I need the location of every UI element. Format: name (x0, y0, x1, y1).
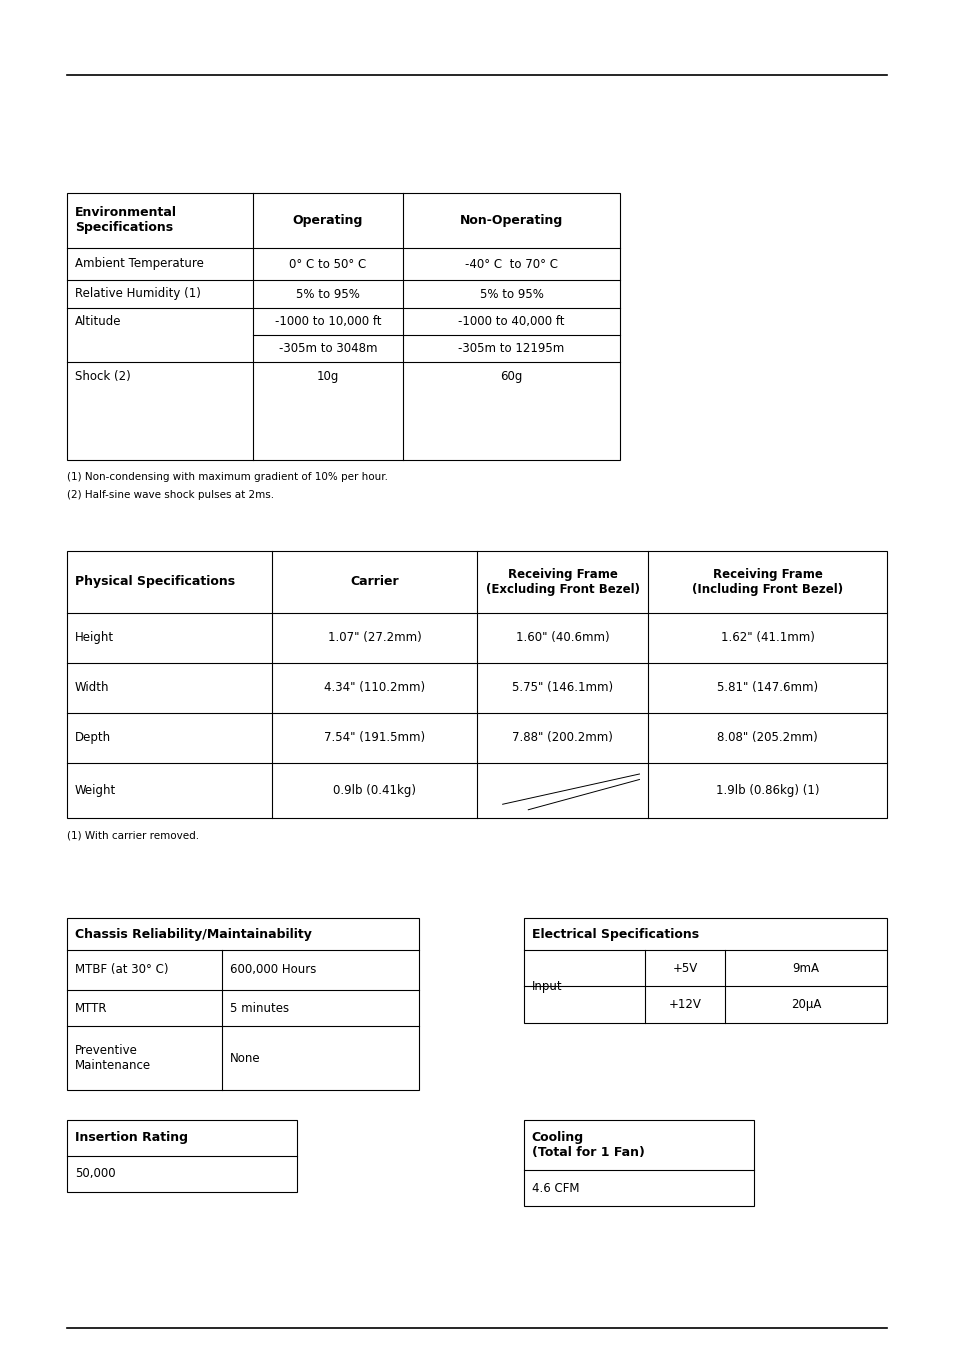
Text: Insertion Rating: Insertion Rating (74, 1132, 188, 1144)
Text: -1000 to 10,000 ft: -1000 to 10,000 ft (274, 315, 381, 329)
Text: 10g: 10g (316, 371, 339, 383)
Text: Environmental
Specifications: Environmental Specifications (74, 207, 176, 234)
Text: MTTR: MTTR (74, 1002, 107, 1014)
Text: 9mA: 9mA (792, 961, 819, 975)
Text: 600,000 Hours: 600,000 Hours (230, 964, 315, 976)
Text: Receiving Frame
(Including Front Bezel): Receiving Frame (Including Front Bezel) (691, 568, 842, 596)
Text: Cooling
(Total for 1 Fan): Cooling (Total for 1 Fan) (531, 1131, 644, 1160)
Text: 7.54" (191.5mm): 7.54" (191.5mm) (324, 731, 425, 745)
Text: 5.75" (146.1mm): 5.75" (146.1mm) (512, 682, 613, 694)
Text: Electrical Specifications: Electrical Specifications (531, 928, 698, 941)
Bar (67, 919, 418, 1090)
Text: Height: Height (74, 631, 113, 645)
Text: MTBF (at 30° C): MTBF (at 30° C) (74, 964, 168, 976)
Text: 5% to 95%: 5% to 95% (479, 287, 543, 301)
Text: 1.07" (27.2mm): 1.07" (27.2mm) (327, 631, 421, 645)
Text: Physical Specifications: Physical Specifications (74, 575, 234, 589)
Text: -305m to 12195m: -305m to 12195m (457, 342, 564, 355)
Text: Width: Width (74, 682, 109, 694)
Text: 0° C to 50° C: 0° C to 50° C (289, 257, 366, 271)
Text: 4.34" (110.2mm): 4.34" (110.2mm) (324, 682, 425, 694)
Text: Non-Operating: Non-Operating (459, 214, 562, 227)
Text: Operating: Operating (293, 214, 363, 227)
Text: 1.9lb (0.86kg) (1): 1.9lb (0.86kg) (1) (715, 784, 819, 797)
Text: 7.88" (200.2mm): 7.88" (200.2mm) (512, 731, 612, 745)
Bar (67, 1120, 296, 1192)
Bar (523, 1120, 753, 1206)
Text: Preventive
Maintenance: Preventive Maintenance (74, 1045, 151, 1072)
Text: 20μA: 20μA (790, 998, 821, 1010)
Text: 60g: 60g (499, 371, 522, 383)
Text: Depth: Depth (74, 731, 111, 745)
Text: 1.60" (40.6mm): 1.60" (40.6mm) (516, 631, 609, 645)
Text: Receiving Frame
(Excluding Front Bezel): Receiving Frame (Excluding Front Bezel) (485, 568, 639, 596)
Text: Chassis Reliability/Maintainability: Chassis Reliability/Maintainability (74, 928, 312, 941)
Text: Input: Input (531, 980, 561, 993)
Text: 8.08" (205.2mm): 8.08" (205.2mm) (717, 731, 817, 745)
Text: -1000 to 40,000 ft: -1000 to 40,000 ft (457, 315, 564, 329)
Text: Altitude: Altitude (74, 315, 121, 329)
Text: (1) Non-condensing with maximum gradient of 10% per hour.: (1) Non-condensing with maximum gradient… (67, 472, 388, 482)
Bar (67, 550, 886, 819)
Text: 4.6 CFM: 4.6 CFM (531, 1181, 578, 1195)
Text: (2) Half-sine wave shock pulses at 2ms.: (2) Half-sine wave shock pulses at 2ms. (67, 490, 274, 500)
Bar (67, 193, 619, 460)
Bar (523, 919, 886, 1023)
Text: (1) With carrier removed.: (1) With carrier removed. (67, 830, 199, 841)
Text: -305m to 3048m: -305m to 3048m (278, 342, 376, 355)
Text: Relative Humidity (1): Relative Humidity (1) (74, 287, 200, 301)
Text: 5% to 95%: 5% to 95% (295, 287, 359, 301)
Text: +12V: +12V (668, 998, 700, 1010)
Text: None: None (230, 1051, 260, 1065)
Text: 50,000: 50,000 (74, 1168, 115, 1180)
Text: Carrier: Carrier (350, 575, 398, 589)
Text: -40° C  to 70° C: -40° C to 70° C (464, 257, 558, 271)
Text: 0.9lb (0.41kg): 0.9lb (0.41kg) (333, 784, 416, 797)
Text: +5V: +5V (672, 961, 697, 975)
Text: Ambient Temperature: Ambient Temperature (74, 257, 203, 271)
Text: Shock (2): Shock (2) (74, 371, 131, 383)
Text: 5.81" (147.6mm): 5.81" (147.6mm) (717, 682, 818, 694)
Text: 1.62" (41.1mm): 1.62" (41.1mm) (720, 631, 814, 645)
Text: Weight: Weight (74, 784, 115, 797)
Text: 5 minutes: 5 minutes (230, 1002, 289, 1014)
